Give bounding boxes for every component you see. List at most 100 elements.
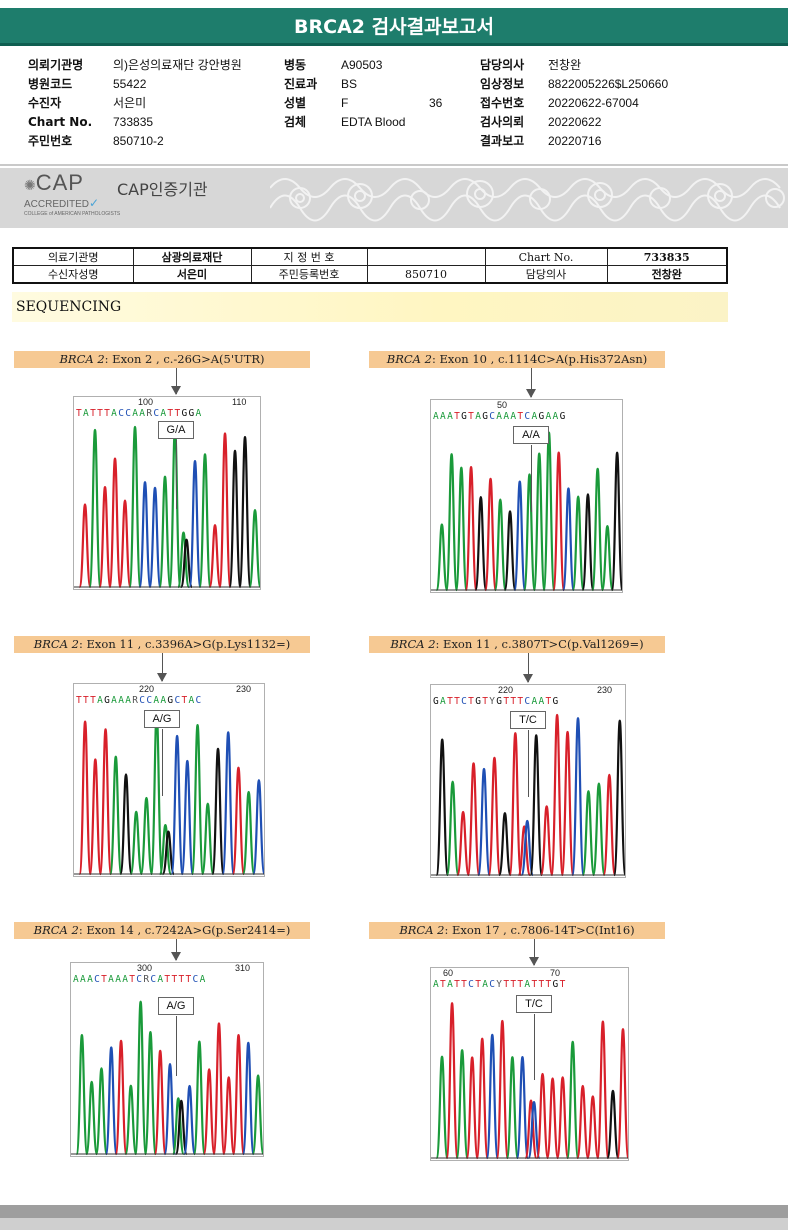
position-label: 220 — [139, 684, 155, 694]
base-letter: A — [160, 695, 168, 706]
trace-peak — [78, 720, 92, 876]
table-cell: 삼광의료재단 — [132, 247, 252, 266]
trace-peak — [218, 432, 232, 589]
table-cell: 850710 — [366, 265, 486, 284]
sequence-text: AAACTAAATCRCATTTTCA — [73, 974, 207, 985]
table-cell: 주민등록번호 — [250, 265, 368, 284]
trace-peak — [232, 1034, 246, 1156]
base-letter: A — [153, 695, 161, 706]
base-letter: A — [115, 974, 123, 985]
table-cell: 담당의사 — [484, 265, 608, 284]
trace-peak — [153, 1049, 167, 1156]
section-title: SEQUENCING — [12, 292, 728, 322]
position-label: 50 — [497, 400, 508, 410]
trace-peak — [251, 1074, 263, 1156]
trace-peak — [188, 459, 202, 589]
base-letter: T — [101, 974, 109, 985]
trace-peak — [88, 758, 103, 876]
gene-name: BRCA 2 — [59, 352, 105, 366]
trace-peak — [571, 717, 585, 877]
genotype-box: A/G — [158, 997, 194, 1015]
base-letter: A — [195, 408, 203, 419]
base-letter: C — [489, 411, 497, 422]
position-label: 110 — [232, 397, 247, 407]
base-letter: A — [524, 979, 532, 990]
label-receipt-no: 접수번호 — [480, 96, 525, 110]
base-letter: T — [90, 695, 98, 706]
trace-plot — [431, 431, 622, 592]
genotype-box: G/A — [158, 421, 194, 439]
trace-peak — [190, 723, 205, 876]
trace-plot — [74, 712, 264, 876]
label-id-no: 주민번호 — [28, 134, 73, 148]
trace-peak — [149, 712, 164, 876]
arrow-down-icon — [171, 386, 181, 395]
trace-peak — [591, 467, 605, 592]
trace-peak — [161, 830, 176, 876]
base-letter: T — [447, 696, 455, 707]
base-letter: A — [122, 974, 130, 985]
trace-peak — [192, 1040, 206, 1156]
trace-peak — [550, 713, 564, 877]
base-letter: C — [468, 979, 476, 990]
position-label: 70 — [550, 968, 561, 978]
arrow-stem — [528, 653, 529, 682]
base-letter: A — [538, 696, 546, 707]
arrow-down-icon — [529, 957, 539, 966]
base-letter: T — [510, 979, 518, 990]
chromatogram: 220 230 GATTCTGTYGTTTCAATG — [430, 684, 626, 878]
sequence-text: TATTTACCAARCATTGGA — [76, 408, 203, 419]
base-letter: T — [104, 408, 112, 419]
trace-peak — [477, 767, 491, 877]
trace-peak — [211, 747, 225, 876]
base-letter: A — [503, 411, 511, 422]
trace-peak — [464, 466, 478, 592]
base-letter: A — [545, 411, 553, 422]
base-letter: G — [188, 408, 196, 419]
trace-peak — [445, 780, 460, 877]
trace-peak — [98, 485, 112, 589]
base-letter: T — [90, 408, 98, 419]
value-chart-no: 733835 — [113, 115, 154, 129]
base-letter: C — [524, 411, 532, 422]
variant-description: : Exon 11 , c.3807T>C(p.Val1269=) — [435, 637, 644, 651]
label-department: 진료과 — [284, 77, 318, 91]
arrow-down-icon — [523, 674, 533, 683]
header-middle: 병동 A90503 진료과 BS 성별 F 36 검체 EDTA Blood — [284, 56, 442, 132]
value-age: 36 — [429, 96, 443, 110]
trace-peak — [524, 1099, 538, 1160]
base-letter: T — [454, 696, 462, 707]
position-label: 230 — [597, 685, 613, 695]
trace-peak — [606, 1089, 620, 1160]
base-letter: G — [482, 411, 490, 422]
sequence-text: TTTAGAAARCCAAGCTAC — [76, 695, 203, 706]
trace-peak — [94, 1067, 108, 1156]
pointer-line — [162, 729, 163, 796]
genotype-box: A/G — [144, 710, 180, 728]
base-letter: A — [447, 979, 455, 990]
value-clinical-info: 8822005226$L250660 — [548, 77, 669, 91]
label-clinical-info: 임상정보 — [480, 77, 525, 91]
base-letter: A — [111, 408, 119, 419]
base-letter: G — [181, 408, 189, 419]
base-letter: G — [433, 696, 441, 707]
base-letter: A — [80, 974, 88, 985]
trace-peak — [493, 498, 507, 592]
base-letter: C — [139, 695, 147, 706]
base-letter: G — [552, 696, 560, 707]
label-patient: 수진자 — [28, 96, 62, 110]
trace-peak — [474, 495, 488, 592]
trace-peak — [241, 790, 256, 876]
trace-peak — [523, 473, 536, 592]
arrow-down-icon — [171, 952, 181, 961]
genotype-box: T/C — [516, 995, 552, 1013]
base-letter: A — [552, 411, 560, 422]
trace-peak — [221, 731, 235, 876]
decorative-pattern — [270, 168, 788, 228]
chromatogram: 300 310 AAACTAAATCRCATTTTCA — [70, 962, 264, 1157]
trace-peak — [228, 449, 242, 589]
base-letter: T — [517, 696, 525, 707]
trace-peak — [208, 524, 222, 589]
base-letter: A — [482, 979, 490, 990]
base-letter: T — [167, 408, 175, 419]
